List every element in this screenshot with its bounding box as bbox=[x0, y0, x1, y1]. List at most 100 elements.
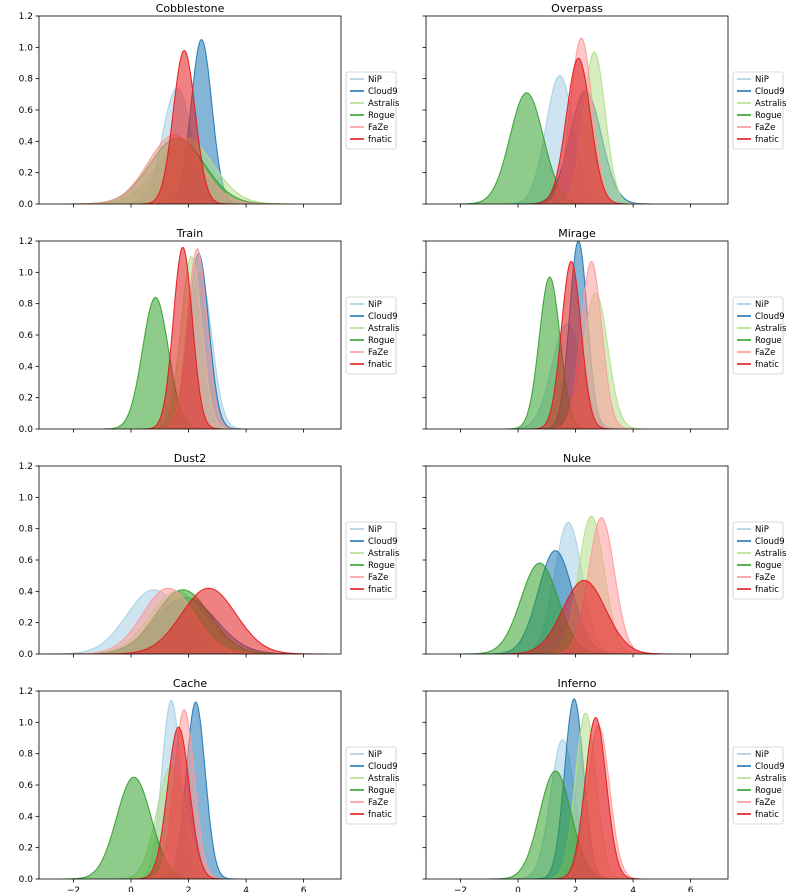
y-tick-label: 1.2 bbox=[19, 687, 33, 697]
density-fill-faze bbox=[547, 261, 635, 429]
legend-label-nip: NiP bbox=[755, 525, 769, 535]
density-fill-fnatic bbox=[551, 717, 641, 879]
y-tick-label: 1.0 bbox=[19, 268, 34, 278]
legend: NiP Cloud9 Astralis Rogue FaZe fnatic bbox=[345, 746, 400, 825]
legend-label-fnatic: fnatic bbox=[368, 360, 392, 370]
y-tick-label: 0.0 bbox=[19, 200, 34, 210]
y-tick-label: 0.8 bbox=[19, 525, 34, 535]
legend-label-rogue: Rogue bbox=[755, 336, 782, 346]
panel-dust2: Dust2 0.0 0.2 0.4 0.6 0.8 1.0 1.2 NiP Cloud9 Astra… bbox=[19, 452, 400, 660]
density-fill-fnatic bbox=[132, 727, 225, 879]
legend-label-nip: NiP bbox=[755, 75, 769, 85]
panel-cache: Cache 0.0 0.2 0.4 0.6 0.8 1.0 1.2 −2 0 2 4 6 NiP Cloud… bbox=[19, 677, 400, 892]
legend: NiP Cloud9 Astralis Rogue FaZe fnatic bbox=[345, 296, 400, 375]
legend: NiP Cloud9 Astralis Rogue FaZe fnatic bbox=[732, 296, 787, 375]
y-tick-label: 0.2 bbox=[19, 844, 33, 854]
legend-label-faze: FaZe bbox=[368, 123, 388, 133]
density-fill-faze bbox=[156, 248, 239, 429]
x-tick-label: 4 bbox=[243, 886, 249, 892]
y-tick-label: 0.0 bbox=[19, 650, 34, 660]
legend-label-cloud9: Cloud9 bbox=[368, 312, 398, 322]
legend-label-fnatic: fnatic bbox=[755, 810, 779, 820]
legend-label-astralis: Astralis bbox=[368, 324, 400, 334]
density-fill-faze bbox=[547, 517, 656, 654]
legend-label-fnatic: fnatic bbox=[368, 810, 392, 820]
legend-label-rogue: Rogue bbox=[368, 111, 395, 121]
y-tick-label: 0.8 bbox=[19, 75, 34, 85]
density-line-fnatic bbox=[142, 246, 223, 429]
panel-title: Cobblestone bbox=[156, 2, 225, 15]
legend-label-astralis: Astralis bbox=[755, 549, 787, 559]
density-line-fnatic bbox=[93, 587, 324, 654]
y-tick-label: 1.2 bbox=[19, 462, 33, 472]
density-areas bbox=[101, 246, 249, 429]
x-tick-label: 0 bbox=[515, 886, 521, 892]
legend-label-astralis: Astralis bbox=[755, 774, 787, 784]
legend-label-rogue: Rogue bbox=[368, 786, 395, 796]
density-areas bbox=[62, 38, 301, 204]
legend-label-rogue: Rogue bbox=[368, 336, 395, 346]
density-fill-cloud9 bbox=[158, 39, 245, 204]
density-fill-rogue bbox=[101, 297, 210, 429]
density-line-fnatic bbox=[527, 57, 630, 204]
density-areas bbox=[61, 699, 236, 879]
legend-label-faze: FaZe bbox=[755, 798, 775, 808]
panel-title: Inferno bbox=[558, 677, 597, 690]
y-tick-label: 1.2 bbox=[19, 237, 33, 247]
legend: NiP Cloud9 Astralis Rogue FaZe fnatic bbox=[732, 521, 787, 600]
panel-title: Mirage bbox=[558, 227, 596, 240]
legend-label-fnatic: fnatic bbox=[755, 360, 779, 370]
legend-label-astralis: Astralis bbox=[368, 774, 400, 784]
density-fill-rogue bbox=[461, 563, 619, 654]
density-line-fnatic bbox=[138, 49, 231, 204]
legend: NiP Cloud9 Astralis Rogue FaZe fnatic bbox=[345, 71, 400, 150]
density-fill-fnatic bbox=[527, 58, 630, 204]
legend-label-nip: NiP bbox=[755, 300, 769, 310]
legend-label-faze: FaZe bbox=[755, 348, 775, 358]
panel-nuke: Nuke NiP Cloud9 Astralis Rogue FaZe fnatic bbox=[422, 452, 787, 658]
legend-label-cloud9: Cloud9 bbox=[755, 312, 785, 322]
legend-label-nip: NiP bbox=[368, 750, 382, 760]
y-tick-label: 0.6 bbox=[19, 331, 34, 341]
density-fill-rogue bbox=[456, 92, 597, 204]
legend: NiP Cloud9 Astralis Rogue FaZe fnatic bbox=[345, 521, 400, 600]
x-tick-label: −2 bbox=[454, 886, 467, 892]
x-tick-label: 2 bbox=[186, 886, 192, 892]
panel-cobblestone: Cobblestone 0.0 0.2 0.4 0.6 0.8 1.0 1.2 NiP Cloud… bbox=[19, 2, 400, 210]
y-tick-label: 0.8 bbox=[19, 300, 34, 310]
y-tick-label: 1.2 bbox=[19, 12, 33, 22]
density-fill-fnatic bbox=[142, 247, 223, 429]
legend: NiP Cloud9 Astralis Rogue FaZe fnatic bbox=[732, 71, 787, 150]
x-tick-label: 4 bbox=[630, 886, 636, 892]
legend-label-faze: FaZe bbox=[755, 123, 775, 133]
legend-label-faze: FaZe bbox=[755, 573, 775, 583]
density-fill-fnatic bbox=[530, 261, 613, 429]
y-tick-label: 0.2 bbox=[19, 169, 33, 179]
density-fill-nip bbox=[501, 75, 618, 204]
y-tick-label: 0.6 bbox=[19, 781, 34, 791]
y-tick-label: 0.4 bbox=[19, 137, 34, 147]
legend-label-rogue: Rogue bbox=[755, 786, 782, 796]
panel-title: Cache bbox=[173, 677, 207, 690]
density-areas bbox=[456, 37, 653, 204]
y-tick-label: 0.8 bbox=[19, 750, 34, 760]
density-areas bbox=[489, 698, 645, 879]
density-line-fnatic bbox=[493, 579, 675, 654]
panel-overpass: Overpass NiP Cloud9 Astralis Rogue FaZe fnatic bbox=[422, 2, 787, 208]
legend: NiP Cloud9 Astralis Rogue FaZe fnatic bbox=[732, 746, 787, 825]
legend-label-cloud9: Cloud9 bbox=[368, 87, 398, 97]
y-tick-label: 0.4 bbox=[19, 812, 34, 822]
legend-label-nip: NiP bbox=[755, 750, 769, 760]
panel-title: Dust2 bbox=[174, 452, 206, 465]
legend-label-nip: NiP bbox=[368, 300, 382, 310]
density-fill-faze bbox=[59, 588, 278, 654]
legend-label-cloud9: Cloud9 bbox=[755, 537, 785, 547]
legend-label-cloud9: Cloud9 bbox=[368, 762, 398, 772]
legend-label-fnatic: fnatic bbox=[755, 135, 779, 145]
y-tick-label: 0.2 bbox=[19, 394, 33, 404]
legend-label-fnatic: fnatic bbox=[368, 585, 392, 595]
x-tick-label: 0 bbox=[128, 886, 134, 892]
y-tick-label: 1.0 bbox=[19, 493, 34, 503]
density-line-fnatic bbox=[530, 260, 613, 429]
density-fill-rogue bbox=[506, 277, 594, 429]
